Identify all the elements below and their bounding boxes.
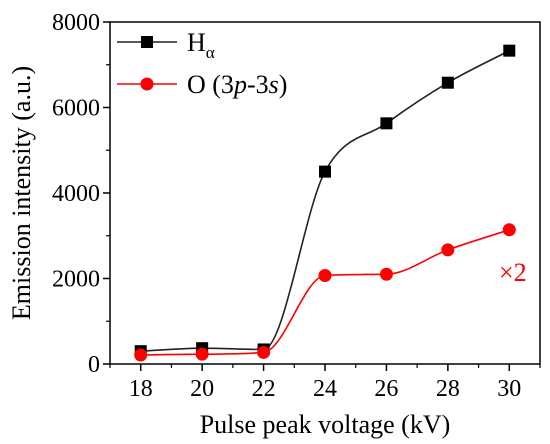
legend-marker-oxygen — [140, 77, 154, 91]
series-0-point-26 — [380, 117, 393, 130]
y-tick-label-6000: 6000 — [52, 96, 100, 122]
x-tick-label-18: 18 — [129, 376, 153, 402]
series-0-point-28 — [441, 76, 454, 89]
scale-annotation: ×2 — [499, 258, 527, 287]
x-tick-label-20: 20 — [190, 376, 214, 402]
x-axis-label: Pulse peak voltage (kV) — [200, 410, 451, 439]
y-tick-label-2000: 2000 — [52, 267, 100, 293]
legend: Hα O (3p-3s) — [117, 28, 287, 99]
x-tick-label-22: 22 — [252, 376, 276, 402]
y-axis-label: Emission intensity (a.u.) — [7, 66, 36, 320]
x-tick-label-28: 28 — [436, 376, 460, 402]
legend-marker-h-alpha — [141, 36, 153, 48]
y-tick-label-8000: 8000 — [52, 10, 100, 36]
series-0-point-30 — [503, 44, 516, 57]
series-1-point-18 — [134, 348, 148, 362]
x-tick-label-24: 24 — [313, 376, 337, 402]
x-tick-label-30: 30 — [497, 376, 521, 402]
x-tick-label-26: 26 — [374, 376, 398, 402]
series-1-point-24 — [318, 269, 332, 283]
series-0-point-24 — [319, 165, 331, 178]
plot-area: 18 20 22 24 26 28 30 0 2000 4000 6000 8000 — [52, 10, 541, 402]
series-1-point-26 — [379, 267, 393, 281]
legend-label-h-alpha: Hα — [187, 28, 215, 62]
y-tick-label-4000: 4000 — [52, 181, 100, 207]
series-1-point-28 — [441, 243, 455, 257]
series-1-point-22 — [257, 345, 271, 359]
series-1-point-30 — [502, 223, 516, 237]
series-1-point-20 — [195, 347, 209, 361]
legend-label-oxygen: O (3p-3s) — [187, 70, 287, 99]
y-tick-label-0: 0 — [88, 352, 100, 378]
plot-frame — [109, 21, 541, 365]
